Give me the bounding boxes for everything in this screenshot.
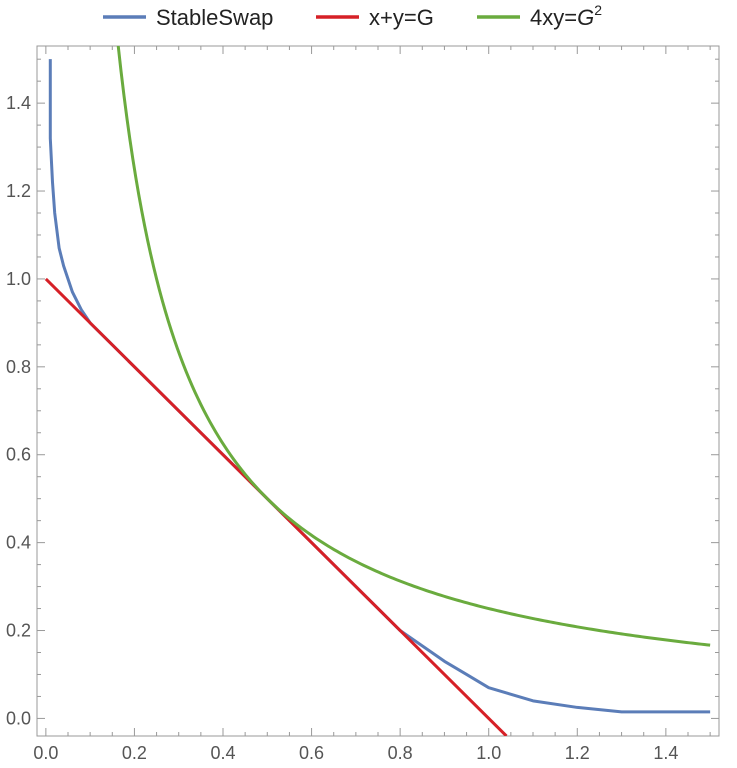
y-tick-label: 1.0 [6,269,31,289]
y-tick-labels: 0.0 0.2 0.4 0.6 0.8 1.0 1.2 1.4 [6,93,31,728]
x-tick-label: 0.0 [33,743,58,763]
legend: StableSwap x+y=G 4xy=G2 [103,2,602,30]
x-tick-label: 1.4 [653,743,678,763]
y-tick-label: 1.4 [6,93,31,113]
legend-label-stableswap: StableSwap [156,5,273,30]
x-tick-label: 1.2 [565,743,590,763]
legend-label-product-main: 4xy= [530,5,577,30]
x-tick-label: 1.0 [476,743,501,763]
y-tick-label: 0.4 [6,533,31,553]
x-tick-label: 0.2 [122,743,147,763]
x-tick-label: 0.6 [299,743,324,763]
y-tick-label: 1.2 [6,181,31,201]
legend-label-product-g: G [577,5,594,30]
legend-label-sum: x+y=G [369,5,434,30]
series-line-stableswap [48,59,711,714]
y-tick-label: 0.0 [6,708,31,728]
x-tick-label: 0.8 [388,743,413,763]
series-line-product [116,46,711,647]
y-tick-label: 0.6 [6,445,31,465]
legend-label-product-exp: 2 [594,2,602,18]
tick-marks [37,46,719,736]
x-tick-label: 0.4 [210,743,235,763]
y-tick-label: 0.8 [6,357,31,377]
y-tick-label: 0.2 [6,621,31,641]
legend-label-product: 4xy=G2 [530,2,602,30]
series-layer [44,46,711,736]
x-tick-labels: 0.0 0.2 0.4 0.6 0.8 1.0 1.2 1.4 [33,743,678,763]
